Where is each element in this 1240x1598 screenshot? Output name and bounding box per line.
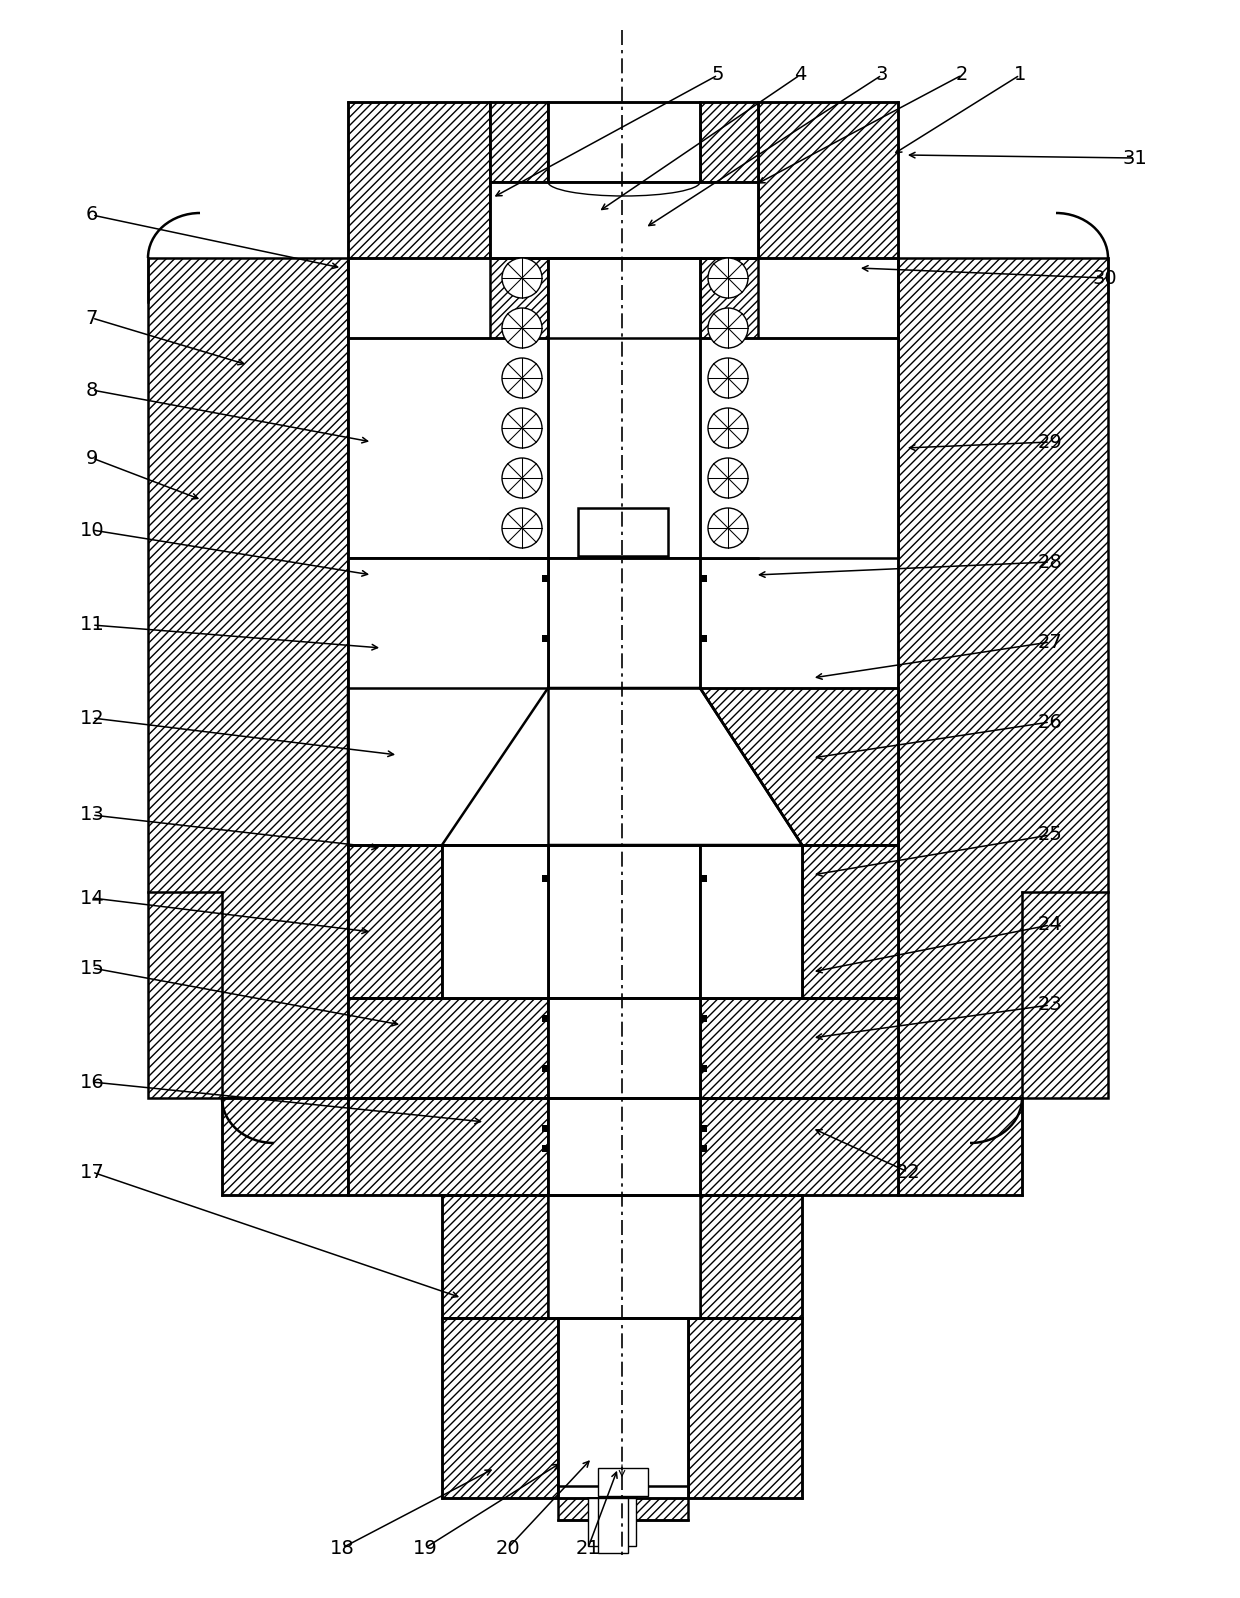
Polygon shape [701, 257, 758, 558]
Polygon shape [802, 845, 898, 999]
Text: 7: 7 [86, 308, 98, 328]
Bar [348, 558, 548, 845]
Text: 17: 17 [79, 1162, 104, 1181]
Text: 11: 11 [79, 615, 104, 634]
Polygon shape [441, 689, 802, 845]
Bar [548, 999, 701, 1098]
Polygon shape [348, 689, 548, 845]
Circle shape [502, 358, 542, 398]
Text: 2: 2 [956, 66, 968, 85]
Bar [542, 634, 548, 641]
Bar [558, 1318, 688, 1497]
Text: 29: 29 [1038, 433, 1063, 452]
Polygon shape [348, 999, 548, 1098]
Circle shape [502, 508, 542, 548]
Polygon shape [701, 999, 898, 1098]
Bar [542, 1144, 548, 1152]
Polygon shape [758, 102, 898, 257]
Bar [548, 1098, 701, 1195]
Polygon shape [701, 689, 898, 845]
Bar [699, 1015, 707, 1021]
Circle shape [502, 308, 542, 348]
Bar [548, 102, 701, 182]
Circle shape [708, 257, 748, 297]
Bar [699, 575, 707, 582]
Text: 1: 1 [1014, 66, 1027, 85]
Bar [542, 575, 548, 582]
Text: 22: 22 [895, 1162, 920, 1181]
Text: 19: 19 [413, 1539, 438, 1558]
Bar [542, 1015, 548, 1021]
Bar [441, 845, 548, 999]
Text: 8: 8 [86, 380, 98, 400]
Bar [548, 1195, 701, 1318]
Polygon shape [701, 102, 758, 182]
Bar [542, 874, 548, 882]
Polygon shape [441, 1318, 558, 1497]
Circle shape [708, 308, 748, 348]
Polygon shape [490, 102, 548, 182]
Bar [542, 1125, 548, 1131]
Bar [542, 1064, 548, 1072]
Text: 20: 20 [496, 1539, 521, 1558]
Text: 28: 28 [1038, 553, 1063, 572]
Bar [588, 1497, 636, 1545]
Text: 16: 16 [79, 1072, 104, 1091]
Circle shape [708, 508, 748, 548]
Circle shape [708, 459, 748, 499]
Text: 31: 31 [1122, 149, 1147, 168]
Polygon shape [898, 1098, 1022, 1195]
Text: 13: 13 [79, 805, 104, 825]
Text: 24: 24 [1038, 916, 1063, 935]
Bar [598, 1497, 627, 1553]
Text: 15: 15 [79, 959, 104, 978]
Polygon shape [222, 1098, 348, 1195]
Bar [699, 1064, 707, 1072]
Text: 3: 3 [875, 66, 888, 85]
Bar [490, 182, 758, 257]
Text: 23: 23 [1038, 996, 1063, 1015]
Polygon shape [688, 1318, 802, 1497]
Text: 12: 12 [79, 708, 104, 727]
Bar [699, 634, 707, 641]
Bar [699, 1125, 707, 1131]
Circle shape [708, 358, 748, 398]
Text: 14: 14 [79, 888, 104, 908]
Bar [548, 558, 701, 689]
Text: 5: 5 [712, 66, 724, 85]
Text: 21: 21 [575, 1539, 600, 1558]
Bar [701, 845, 802, 999]
Bar [699, 1144, 707, 1152]
Circle shape [502, 407, 542, 447]
Polygon shape [558, 1486, 688, 1520]
Polygon shape [701, 1195, 802, 1318]
Polygon shape [490, 257, 548, 558]
Text: 9: 9 [86, 449, 98, 468]
Polygon shape [701, 1098, 898, 1195]
Bar [699, 874, 707, 882]
Circle shape [502, 257, 542, 297]
Polygon shape [348, 845, 441, 999]
Bar [548, 845, 701, 999]
Polygon shape [348, 1098, 548, 1195]
Bar [548, 257, 701, 558]
Text: 25: 25 [1038, 826, 1063, 844]
Text: 26: 26 [1038, 713, 1063, 732]
Text: 18: 18 [330, 1539, 355, 1558]
Text: 27: 27 [1038, 633, 1063, 652]
Text: 10: 10 [79, 521, 104, 540]
Polygon shape [148, 257, 348, 1098]
Text: 6: 6 [86, 206, 98, 224]
Bar [578, 508, 668, 556]
Bar [348, 339, 898, 558]
Circle shape [708, 407, 748, 447]
Polygon shape [348, 102, 490, 257]
Bar [598, 1469, 649, 1496]
Text: 30: 30 [1092, 268, 1117, 288]
Text: 4: 4 [794, 66, 806, 85]
Polygon shape [441, 1195, 548, 1318]
Polygon shape [898, 257, 1109, 1098]
Circle shape [502, 459, 542, 499]
